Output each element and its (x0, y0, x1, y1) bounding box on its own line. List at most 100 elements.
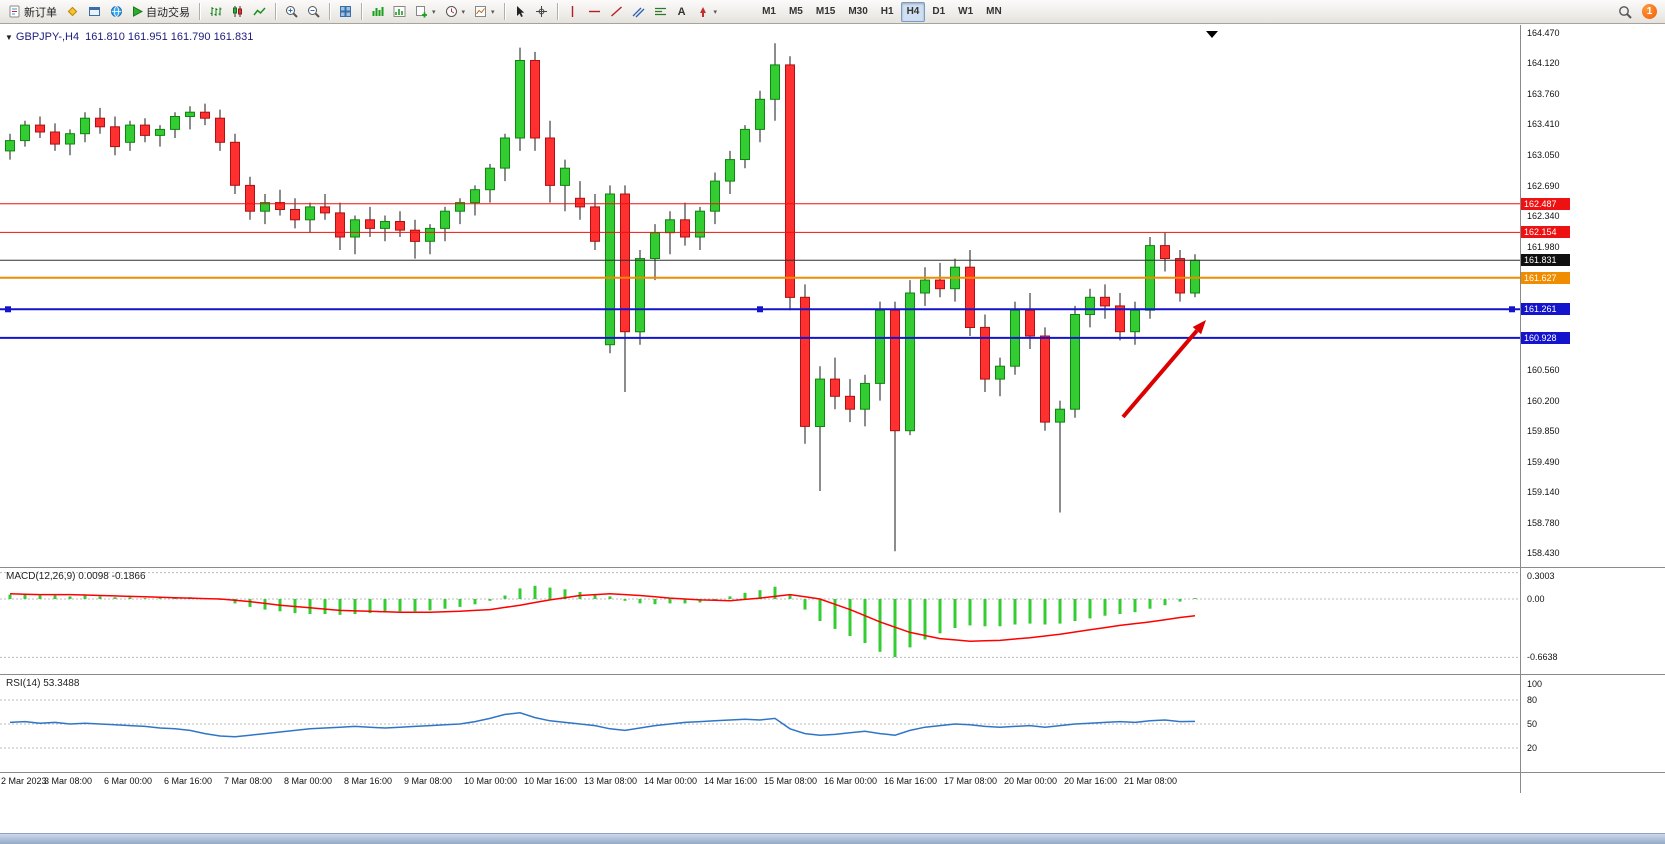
toolbar-right-group: 1 (1614, 2, 1657, 22)
candlestick-chart-button[interactable] (227, 2, 248, 22)
timeframe-d1-button[interactable]: D1 (932, 6, 946, 17)
time-label: 9 Mar 08:00 (404, 776, 453, 786)
period-clock-button[interactable]: ▾ (441, 2, 470, 22)
price-label: 159.490 (1527, 456, 1560, 467)
price-label: 158.780 (1527, 517, 1560, 528)
price-label: 162.340 (1527, 211, 1560, 222)
crosshair-button[interactable] (531, 2, 552, 22)
rsi-axis-label: 100 (1527, 679, 1543, 689)
zoom-out-button[interactable] (303, 2, 324, 22)
zoom-in-icon (285, 5, 298, 18)
trendline-button[interactable] (606, 2, 627, 22)
main-price-chart[interactable] (0, 27, 1520, 567)
new-chart-button[interactable]: ▾ (411, 2, 440, 22)
timeframe-m15-button[interactable]: M15 (815, 6, 836, 17)
globe-button[interactable] (106, 2, 127, 22)
toolbar-separator (503, 3, 505, 20)
price-tag: 161.831 (1521, 254, 1570, 267)
bar-chart-icon (209, 5, 222, 18)
ohlc-values: 161.810 161.951 161.790 161.831 (85, 31, 254, 43)
play-icon (132, 6, 143, 17)
notification-badge[interactable]: 1 (1642, 4, 1657, 19)
rsi-axis-label: 50 (1527, 719, 1538, 729)
line-chart-button[interactable] (249, 2, 270, 22)
timeframe-w1-button[interactable]: W1 (958, 6, 974, 17)
tile-windows-button[interactable] (335, 2, 356, 22)
time-label: 20 Mar 16:00 (1064, 776, 1118, 786)
new-order-button[interactable]: 新订单 (4, 2, 61, 22)
zoom-in-button[interactable] (281, 2, 302, 22)
time-label: 15 Mar 08:00 (764, 776, 818, 786)
timeframe-h4-button[interactable]: H4 (900, 1, 926, 22)
tile-windows-icon (339, 5, 352, 18)
diamond-icon (66, 5, 79, 18)
bar-chart-button[interactable] (205, 2, 226, 22)
window-icon (88, 5, 101, 18)
candlestick-icon (231, 5, 244, 18)
price-label: 158.430 (1527, 548, 1560, 558)
indicator-window-button[interactable] (389, 2, 410, 22)
timeframe-m1-button[interactable]: M1 (762, 6, 776, 17)
trendline-icon (610, 5, 623, 18)
chevron-down-icon: ▼ (5, 33, 13, 42)
indicator-window-icon (393, 5, 406, 18)
diamond-button[interactable] (62, 2, 83, 22)
text-tool-button[interactable]: A (672, 2, 692, 22)
time-label: 21 Mar 08:00 (1124, 776, 1178, 786)
macd-axis-label: 0.3003 (1527, 571, 1555, 581)
cursor-button[interactable] (510, 2, 530, 22)
chevron-down-icon: ▾ (491, 8, 495, 16)
price-label: 163.410 (1527, 119, 1560, 130)
autotrade-label: 自动交易 (146, 6, 190, 19)
channel-button[interactable] (628, 2, 649, 22)
data-window-button[interactable] (84, 2, 105, 22)
clock-icon (445, 5, 458, 18)
price-label: 161.980 (1527, 242, 1560, 253)
autotrade-button[interactable]: 自动交易 (128, 2, 194, 22)
price-label: 159.140 (1527, 486, 1560, 497)
indicators-button[interactable] (367, 2, 388, 22)
rsi-axis-label: 20 (1527, 743, 1538, 753)
search-button[interactable] (1614, 2, 1636, 22)
time-label: 14 Mar 16:00 (704, 776, 758, 786)
rsi-axis-label: 80 (1527, 695, 1538, 705)
chart-template-icon (474, 5, 487, 18)
timeframe-m30-button[interactable]: M30 (848, 6, 868, 17)
timeframe-mn-button[interactable]: MN (986, 6, 1002, 17)
time-label: 14 Mar 00:00 (644, 776, 698, 786)
time-label: 2 Mar 2023 (1, 776, 47, 786)
timeframe-h1-button[interactable]: H1 (880, 6, 894, 17)
macd-label: MACD(12,26,9) 0.0098 -0.1866 (6, 571, 146, 582)
arrows-tool-button[interactable]: ▾ (693, 2, 722, 22)
time-label: 20 Mar 00:00 (1004, 776, 1058, 786)
price-tag: 161.627 (1521, 271, 1570, 284)
panel-separator[interactable] (0, 674, 1665, 675)
time-label: 10 Mar 00:00 (464, 776, 518, 786)
price-label: 160.200 (1527, 395, 1560, 406)
toolbar-separator (199, 3, 200, 20)
indicators-histogram-icon (371, 5, 384, 18)
rsi-panel[interactable] (0, 676, 1520, 772)
time-label: 16 Mar 00:00 (824, 776, 878, 786)
time-axis-border (0, 772, 1665, 773)
template-button[interactable]: ▾ (470, 2, 499, 22)
macd-axis-label: -0.6638 (1527, 652, 1558, 663)
chevron-down-icon: ▾ (432, 8, 436, 16)
time-label: 10 Mar 16:00 (524, 776, 578, 786)
equidistant-channel-icon (632, 5, 645, 18)
horizontal-line-button[interactable] (584, 2, 605, 22)
timeframe-m5-button[interactable]: M5 (788, 6, 803, 17)
time-label: 17 Mar 08:00 (944, 776, 998, 786)
text-label-icon: A (677, 5, 686, 18)
fibonacci-button[interactable] (650, 2, 671, 22)
chart-window[interactable]: ▼ GBPJPY-,H4 161.810 161.951 161.790 161.8… (0, 25, 1665, 844)
time-label: 3 Mar 08:00 (44, 776, 93, 786)
toolbar: 新订单 自动交易 ▾ ▾ ▾ A ▾ M1 M5 M15 M30 H1 H4 D1 W1 MN … (0, 0, 1665, 24)
macd-panel[interactable] (0, 569, 1520, 674)
vertical-line-button[interactable] (563, 2, 583, 22)
price-label: 160.560 (1527, 364, 1560, 375)
time-label: 6 Mar 16:00 (164, 776, 213, 786)
zoom-out-icon (307, 5, 320, 18)
panel-separator[interactable] (0, 567, 1665, 568)
fibonacci-retracement-icon (654, 5, 667, 18)
